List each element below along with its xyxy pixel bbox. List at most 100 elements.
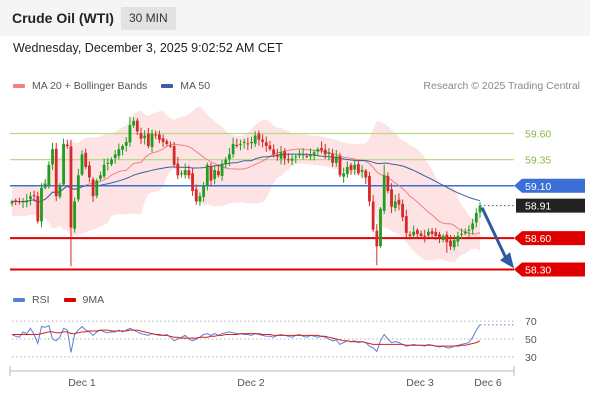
candle-body	[272, 149, 276, 155]
candle-body	[390, 189, 393, 207]
candle-body	[202, 185, 206, 197]
candle-body	[419, 233, 423, 236]
level-label-59-60: 59.60	[525, 128, 551, 140]
instrument-title: Crude Oil (WTI)	[12, 10, 114, 26]
candle-body	[368, 175, 371, 202]
candle-body	[69, 146, 73, 228]
rsi-ma-swatch	[63, 298, 76, 302]
candle-body	[445, 234, 449, 243]
candle-body	[216, 170, 220, 176]
candle-body	[364, 170, 368, 178]
ma50-line	[12, 153, 481, 204]
candle-body	[301, 154, 305, 156]
candle-body	[298, 154, 301, 156]
candle-body	[456, 235, 460, 242]
candle-body	[371, 201, 375, 230]
candle-body	[25, 200, 29, 203]
candle-body	[412, 231, 416, 236]
candle-body	[117, 149, 121, 156]
candle-body	[415, 229, 419, 234]
candle-body	[342, 173, 346, 177]
level-tag-58-60	[514, 231, 585, 246]
candle-body	[438, 234, 441, 239]
candle-body	[309, 154, 312, 157]
candle-body	[110, 159, 113, 165]
candle-body	[397, 199, 401, 205]
candle-body	[250, 141, 253, 144]
candle-body	[467, 229, 471, 231]
candle-body	[205, 164, 209, 186]
level-label-58-30: 58.30	[525, 264, 551, 276]
candle-body	[14, 200, 18, 202]
candle-body	[434, 231, 438, 236]
candle-body	[128, 125, 132, 143]
candle-body	[183, 170, 187, 175]
candle-body	[84, 152, 88, 167]
candle-body	[113, 154, 117, 158]
candle-body	[220, 164, 224, 176]
candles-group	[10, 116, 482, 267]
candle-body	[279, 152, 283, 159]
candle-body	[154, 134, 158, 136]
candle-body	[58, 185, 62, 197]
candle-body	[146, 133, 150, 147]
candle-body	[338, 156, 342, 176]
candle-body	[43, 183, 47, 188]
candle-body	[65, 144, 69, 147]
rsi-ma-line	[12, 329, 481, 347]
candle-body	[449, 240, 452, 247]
candle-body	[121, 146, 124, 150]
rsi-line	[11, 324, 481, 353]
legend-label-rsi: RSI	[32, 294, 50, 306]
level-label-58-60: 58.60	[525, 233, 551, 245]
candle-body	[21, 201, 25, 203]
legend-label-ma50: MA 50	[180, 80, 211, 92]
candle-body	[158, 134, 161, 140]
candle-body	[334, 156, 338, 163]
candle-body	[124, 141, 128, 146]
x-tick-label: Dec 2	[237, 377, 265, 389]
candle-body	[132, 120, 136, 126]
timeframe-button[interactable]: 30 MIN	[121, 7, 176, 30]
ma20-line	[12, 143, 481, 235]
candle-body	[349, 165, 353, 171]
legend-label-9ma: 9MA	[82, 294, 105, 306]
candle-body	[135, 120, 139, 132]
candle-body	[264, 142, 268, 147]
rsi-swatch	[13, 298, 25, 302]
candle-body	[150, 133, 154, 148]
level-tag-58-30	[514, 262, 585, 277]
candle-body	[213, 170, 217, 179]
candle-body	[99, 175, 102, 179]
candle-body	[356, 164, 360, 174]
candle-body	[194, 189, 198, 202]
candle-body	[478, 205, 482, 213]
candle-body	[176, 163, 180, 176]
legend-item-rsi: RSI	[13, 294, 50, 306]
candle-body	[54, 148, 58, 197]
candle-body	[165, 141, 169, 144]
candle-body	[275, 154, 279, 157]
candle-body	[386, 175, 390, 191]
candle-body	[231, 143, 235, 155]
candle-body	[36, 196, 40, 222]
candle-body	[463, 231, 467, 234]
rsi-level-label-50: 50	[525, 334, 537, 346]
candle-body	[423, 235, 427, 237]
candle-body	[283, 151, 287, 159]
candle-body	[408, 234, 412, 236]
candle-body	[180, 173, 183, 175]
candle-body	[360, 170, 364, 172]
candle-body	[143, 135, 147, 139]
candle-body	[87, 165, 91, 178]
candle-body	[32, 195, 36, 197]
candle-body	[305, 156, 309, 158]
candle-body	[228, 154, 231, 160]
candle-body	[95, 180, 99, 196]
candle-body	[257, 133, 261, 140]
candle-body	[10, 201, 14, 204]
candle-body	[290, 158, 294, 161]
candle-body	[224, 159, 228, 165]
candle-body	[17, 201, 21, 203]
candle-body	[382, 175, 386, 211]
